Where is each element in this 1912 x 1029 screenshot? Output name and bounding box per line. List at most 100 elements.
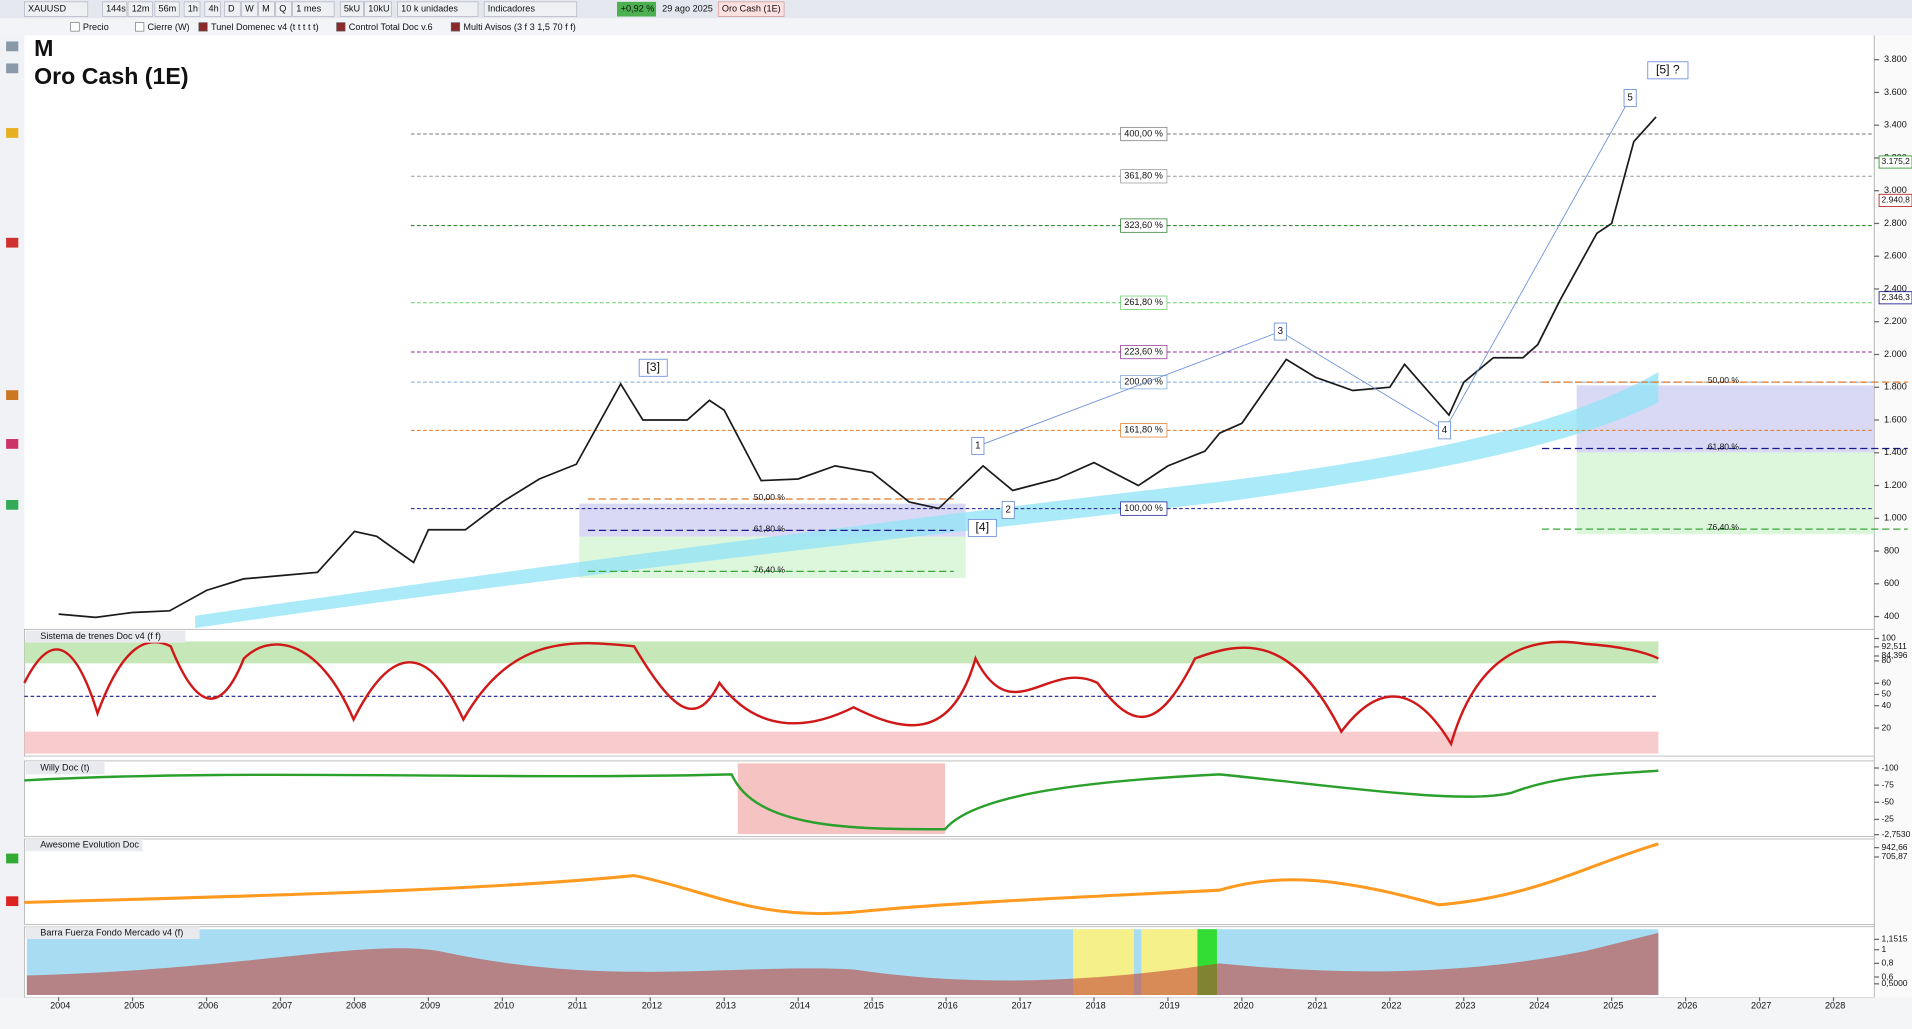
price-tag: 3.175,2: [1882, 156, 1911, 166]
wave-label-bg: [638, 358, 668, 377]
fib-label: 400,00 %: [1124, 128, 1163, 138]
units-select-bg[interactable]: [397, 1, 479, 17]
y-tick-label: 3.600: [1884, 87, 1907, 97]
units[interactable]: 5kU: [344, 4, 360, 14]
indicators-button-bg[interactable]: [483, 1, 578, 17]
y-tick-label: 3.800: [1884, 54, 1907, 64]
x-tick-label: 2009: [420, 1000, 440, 1010]
y-tick-label: 2.200: [1884, 316, 1907, 326]
indicator-check[interactable]: [336, 22, 346, 32]
period-bg[interactable]: [292, 1, 335, 17]
timeframe-bg[interactable]: [154, 1, 180, 17]
panel-tick-label: 705,87: [1882, 851, 1908, 861]
indicator-check[interactable]: [450, 22, 461, 32]
zone-label: 61,80 %: [754, 523, 786, 533]
tool-icon[interactable]: [6, 853, 19, 864]
symbol-bg[interactable]: [24, 1, 89, 17]
x-tick-label: 2016: [938, 1000, 958, 1010]
panel-name-bg: [25, 838, 143, 852]
units-select[interactable]: 10 k unidades: [401, 4, 458, 14]
y-tick-label: 3.400: [1884, 120, 1907, 130]
fib-label: 223,60 %: [1124, 346, 1163, 356]
x-tick-label: 2025: [1603, 1000, 1623, 1010]
tool-icon[interactable]: [6, 499, 19, 510]
indicator-name[interactable]: Multi Avisos (3 f 3 1,5 70 f f): [463, 22, 575, 32]
panel-name: Barra Fuerza Fondo Mercado v4 (f): [40, 927, 183, 937]
wave-label-bg: [1273, 322, 1287, 341]
x-tick-label: 2021: [1307, 1000, 1327, 1010]
wave-label-bg: [1623, 89, 1637, 107]
x-tick-label: 2020: [1233, 1000, 1253, 1010]
indicator-check[interactable]: [198, 22, 208, 32]
timeframe[interactable]: W: [245, 4, 254, 14]
zone-label: 76,40 %: [754, 564, 786, 574]
timeframe-bg[interactable]: [204, 1, 222, 17]
fib-label: 100,00 %: [1124, 503, 1163, 513]
timeframe-bg[interactable]: [102, 1, 128, 17]
indicator-name[interactable]: Tunel Domenec v4 (t t t t t): [211, 22, 319, 32]
y-tick-label: 3.000: [1884, 185, 1907, 195]
fib-label: 200,00 %: [1124, 377, 1163, 387]
x-tick-label: 2015: [864, 1000, 884, 1010]
panel-tick-label: 80: [1882, 655, 1892, 665]
price-tag-bg: [1878, 291, 1912, 305]
timeframe-bg[interactable]: [127, 1, 153, 17]
tool-icon[interactable]: [6, 896, 19, 907]
timeframe-bg[interactable]: [224, 1, 241, 17]
x-tick-label: 2018: [1085, 1000, 1105, 1010]
tool-icon[interactable]: [6, 237, 19, 248]
price-tag-bg: [1878, 193, 1912, 207]
time-axis: [0, 997, 1912, 1029]
units-bg[interactable]: [364, 1, 392, 17]
units[interactable]: 10kU: [368, 4, 389, 14]
tool-icon[interactable]: [6, 390, 19, 400]
wave-label-bg: [971, 437, 985, 456]
panel-tick-label: 1,1515: [1882, 934, 1908, 944]
panel-name-bg: [25, 630, 186, 643]
tool-icon[interactable]: [6, 63, 19, 74]
instrument: Oro Cash (1E): [722, 4, 781, 14]
indicator-check[interactable]: [70, 22, 80, 32]
timeframe[interactable]: 144s: [106, 4, 126, 14]
indicator-check[interactable]: [135, 22, 145, 32]
timeframe[interactable]: 56m: [159, 4, 177, 14]
tool-icon[interactable]: [6, 128, 19, 138]
main-chart: 400,00 %361,80 %323,60 %261,80 %223,60 %…: [58, 61, 1908, 619]
timeframe-bg[interactable]: [241, 1, 258, 17]
tunnel-band: [195, 371, 1659, 629]
timeframe[interactable]: M: [262, 4, 270, 14]
tool-icon[interactable]: [6, 41, 19, 52]
indicator-bar: [0, 18, 1912, 36]
timeframe[interactable]: 4h: [209, 4, 219, 14]
timeframe-bg[interactable]: [275, 1, 292, 17]
timeframe[interactable]: Q: [279, 4, 286, 14]
price-tag: 2.346,3: [1882, 292, 1911, 302]
symbol[interactable]: XAUUSD: [28, 4, 66, 14]
indicators-button[interactable]: Indicadores: [488, 4, 536, 14]
timeframe[interactable]: D: [228, 4, 235, 14]
timeframe[interactable]: 1h: [188, 4, 198, 14]
x-tick-label: 2004: [50, 1000, 70, 1010]
zone-label: 76,40 %: [1708, 522, 1740, 532]
y-tick-label: 400: [1884, 611, 1899, 621]
x-tick-label: 2013: [716, 1000, 736, 1010]
indicator-name[interactable]: Precio: [83, 22, 109, 32]
units-bg[interactable]: [339, 1, 364, 17]
tool-icon[interactable]: [6, 439, 19, 449]
wave-label: [4]: [976, 520, 990, 534]
fib-label: 361,80 %: [1124, 171, 1163, 181]
panel-name-bg: [25, 926, 200, 939]
fib-label-bg: [1120, 501, 1168, 516]
timeframe[interactable]: 12m: [132, 4, 150, 14]
indicator-name[interactable]: Control Total Doc v.6: [349, 22, 433, 32]
panel-name: Sistema de trenes Doc v4 (f f): [40, 631, 161, 641]
panel-name-bg: [25, 762, 105, 775]
indicator-name[interactable]: Cierre (W): [148, 22, 190, 32]
wave-label-bg: [967, 518, 997, 537]
panel-tick-label: -25: [1882, 814, 1895, 824]
fib-label: 323,60 %: [1124, 220, 1163, 230]
y-tick-label: 1.800: [1884, 382, 1907, 392]
timeframe-bg[interactable]: [258, 1, 275, 17]
timeframe-bg[interactable]: [183, 1, 201, 17]
period[interactable]: 1 mes: [296, 4, 321, 14]
